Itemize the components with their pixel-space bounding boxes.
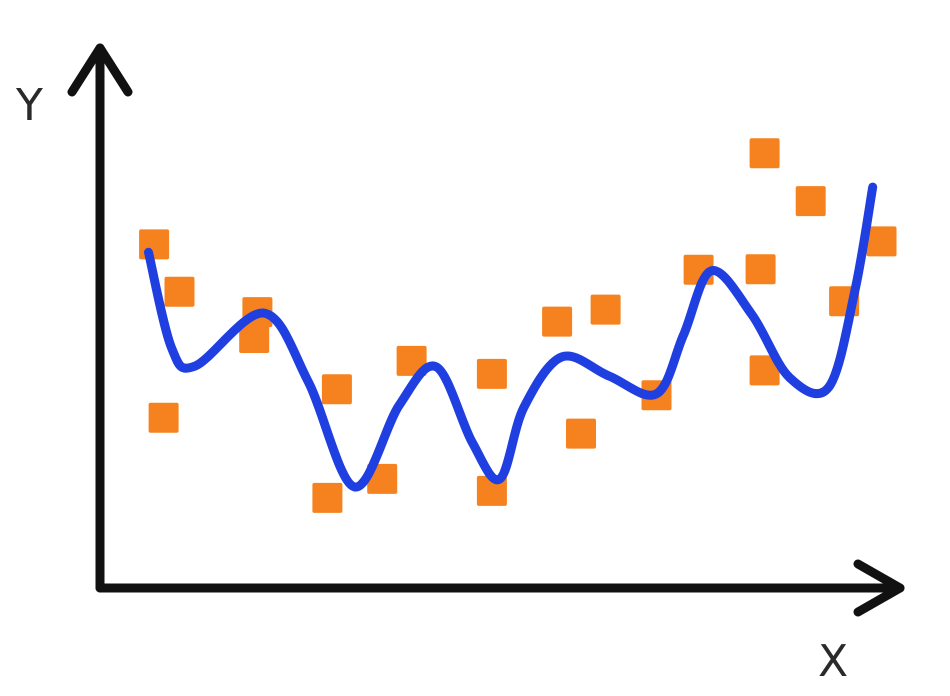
- data-points: [139, 138, 897, 513]
- x-axis-arrowhead: [853, 559, 905, 617]
- data-point: [566, 418, 596, 449]
- data-point: [795, 186, 826, 217]
- data-point: [164, 276, 195, 307]
- x-axis-label: X: [818, 636, 848, 687]
- data-point: [148, 402, 179, 433]
- data-point: [542, 306, 573, 337]
- data-point: [396, 345, 427, 376]
- data-point: [139, 229, 170, 260]
- data-point: [321, 374, 352, 405]
- data-point: [866, 226, 897, 257]
- data-point: [749, 138, 780, 169]
- y-axis-label: Y: [15, 80, 43, 131]
- data-point: [312, 482, 343, 513]
- data-point: [239, 323, 270, 353]
- y-axis-arrowhead: [67, 43, 133, 97]
- axes: [67, 43, 905, 617]
- fit-curve: [144, 182, 878, 492]
- data-point: [745, 254, 776, 285]
- data-point: [590, 294, 621, 325]
- data-point: [476, 358, 507, 389]
- data-point: [749, 355, 780, 386]
